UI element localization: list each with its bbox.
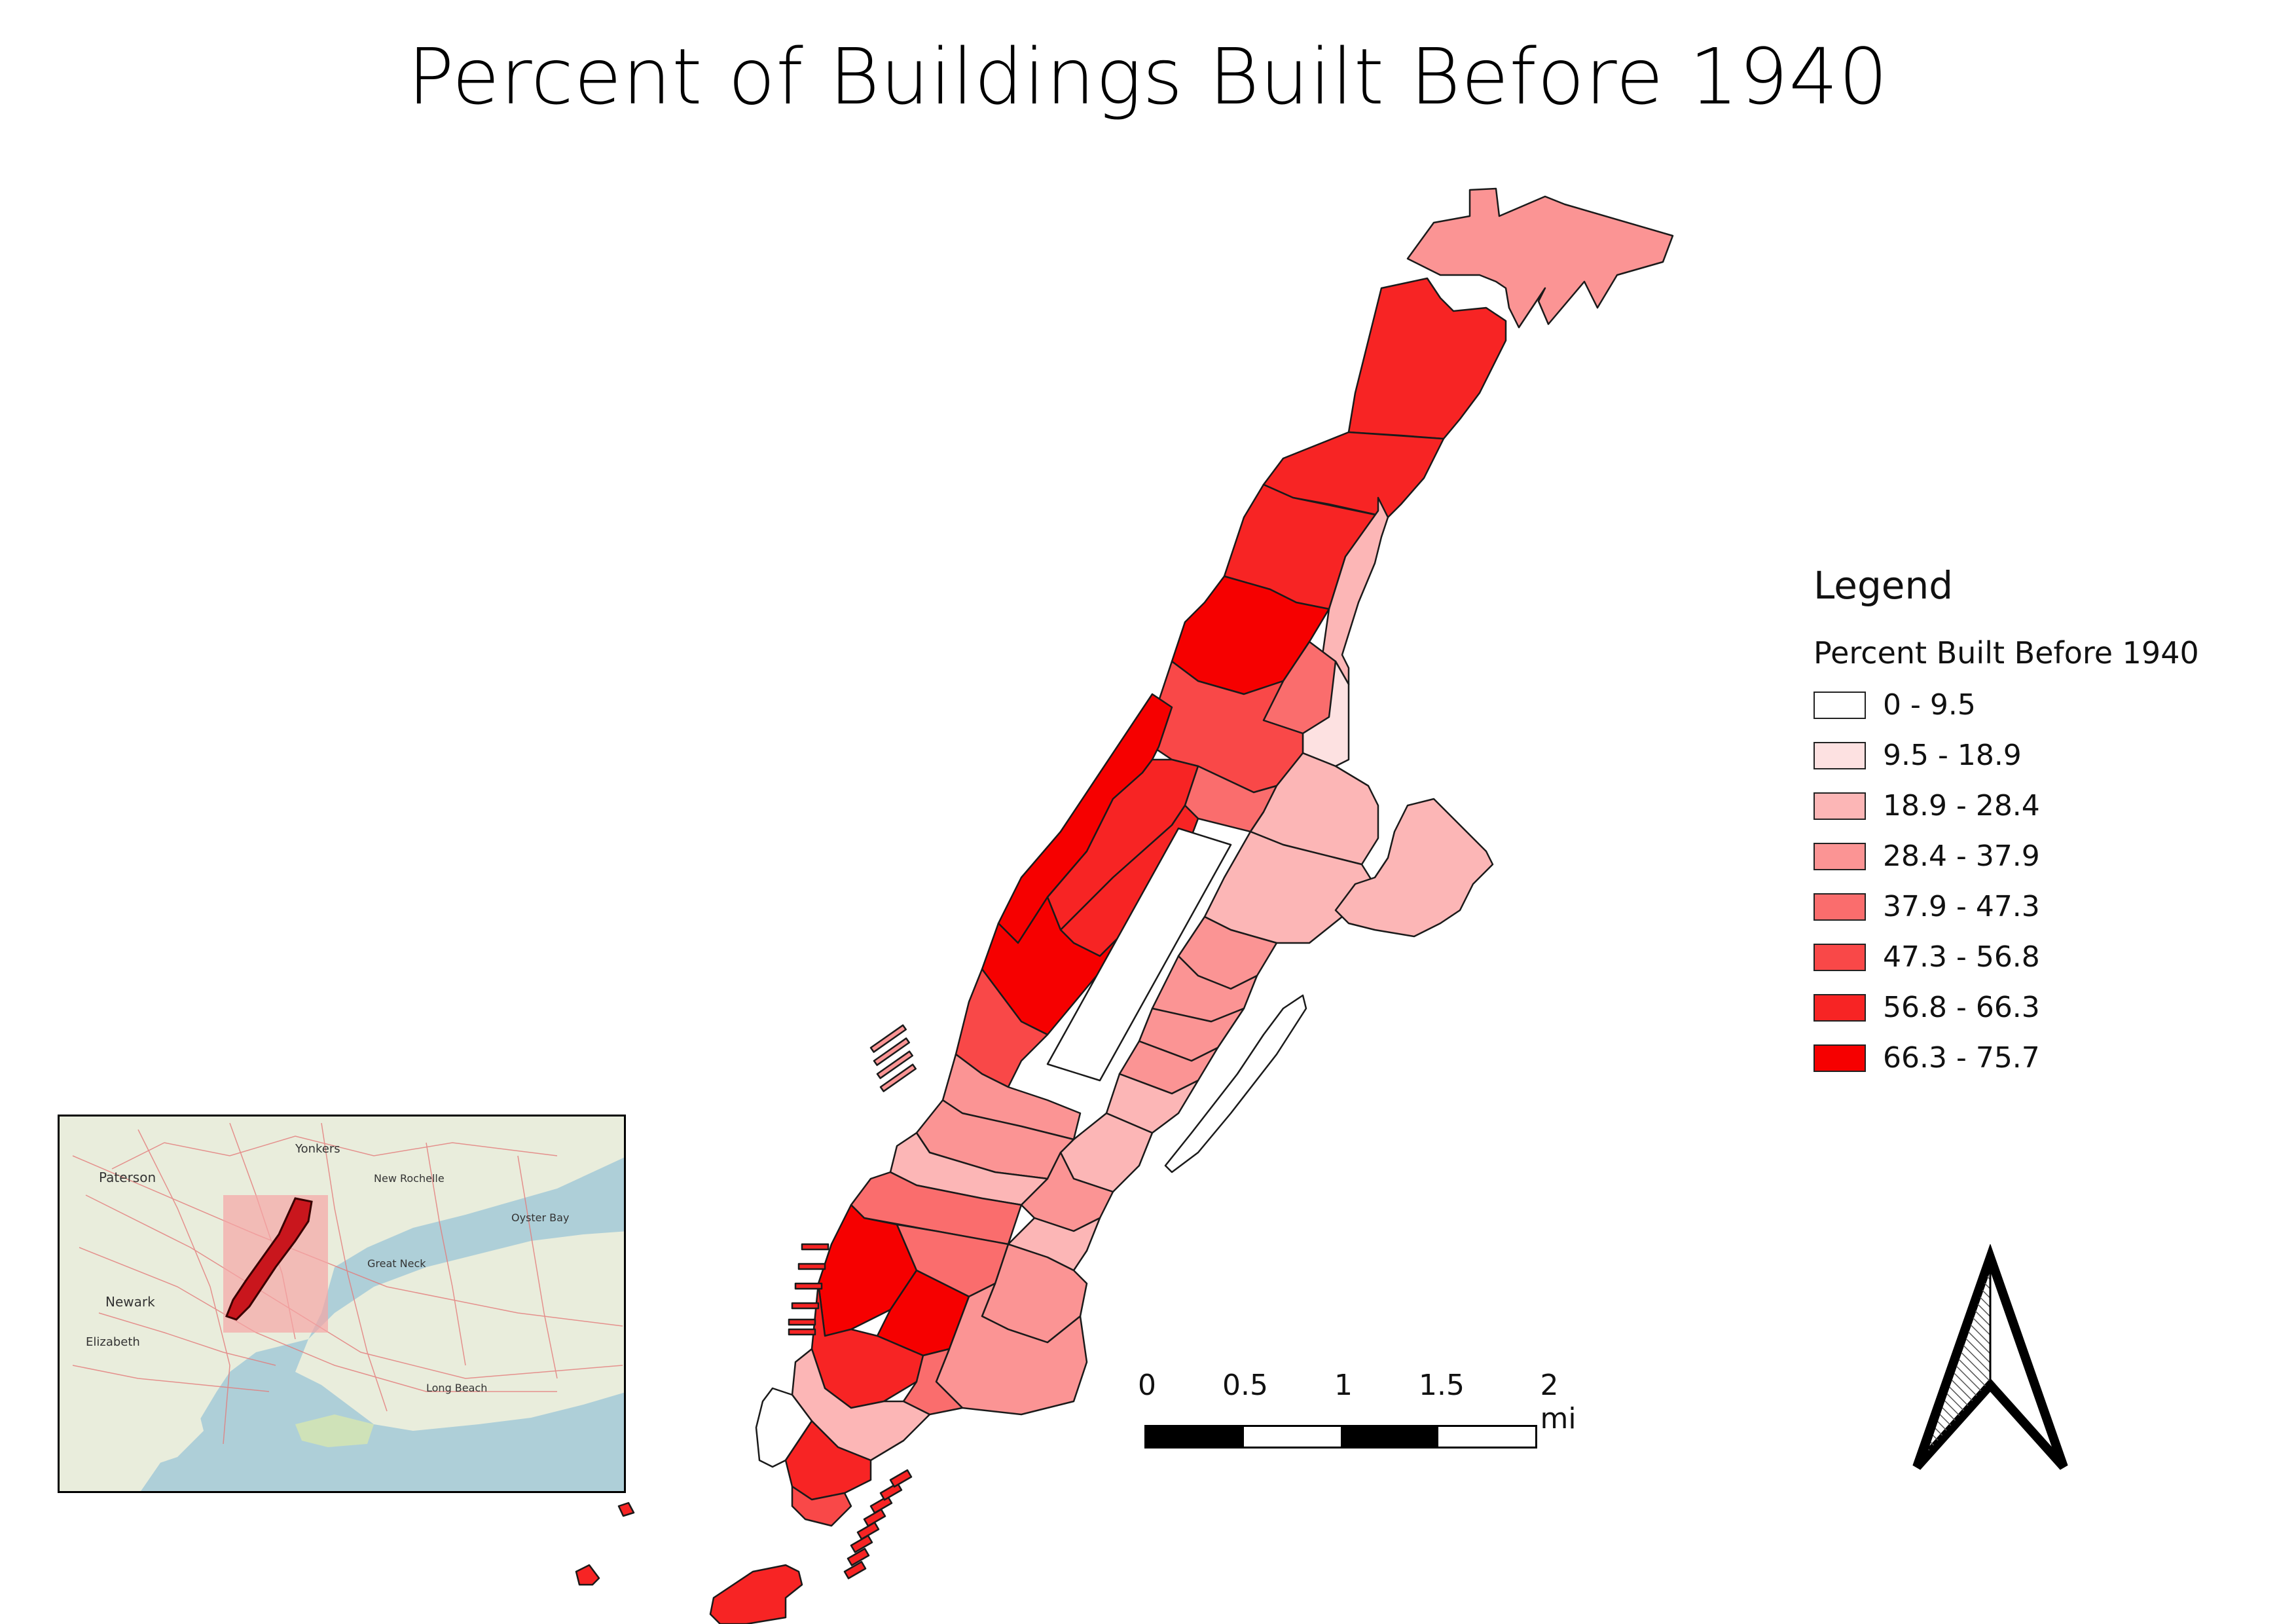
legend-label: 18.9 - 28.4 — [1883, 789, 2040, 822]
scale-tick-label: 0 — [1138, 1369, 1156, 1402]
hudson-piers — [788, 1243, 829, 1336]
inset-svg: Paterson Yonkers Newark Elizabeth New Ro… — [60, 1116, 624, 1491]
district-wash-heights-north[interactable] — [1347, 277, 1507, 440]
lower-east-piers — [843, 1469, 913, 1579]
scale-tick-label: 0.5 — [1222, 1369, 1268, 1402]
legend: Legend Percent Built Before 1940 0 - 9.5… — [1813, 563, 2206, 1083]
legend-items: 0 - 9.5 9.5 - 18.9 18.9 - 28.4 28.4 - 37… — [1813, 680, 2206, 1083]
inset-label-yonkers: Yonkers — [295, 1142, 340, 1156]
inset-land-staten-island — [112, 1392, 204, 1470]
legend-swatch — [1813, 842, 1866, 870]
inset-manhattan — [225, 1197, 313, 1321]
map-title: Percent of Buildings Built Before 1940 — [407, 31, 1889, 122]
legend-label: 56.8 - 66.3 — [1883, 991, 2040, 1024]
legend-label: 9.5 - 18.9 — [1883, 739, 2022, 772]
scale-segment — [1146, 1427, 1244, 1447]
locator-inset-map: Paterson Yonkers Newark Elizabeth New Ro… — [58, 1115, 626, 1493]
inset-label-long-beach: Long Beach — [426, 1382, 487, 1394]
liberty-island[interactable] — [575, 1564, 600, 1586]
legend-item: 28.4 - 37.9 — [1813, 831, 2206, 881]
inset-beach-strip — [295, 1414, 374, 1447]
scale-segment — [1341, 1427, 1438, 1447]
legend-title: Legend — [1813, 563, 1954, 608]
inset-label-great-neck: Great Neck — [367, 1257, 426, 1270]
district-east-harlem-river[interactable] — [1249, 752, 1379, 866]
district-south-ferry[interactable] — [791, 1485, 852, 1527]
legend-swatch — [1813, 792, 1866, 820]
north-arrow-icon — [1912, 1244, 2068, 1470]
randalls-island[interactable] — [1334, 798, 1494, 938]
scale-tick-label: 1.5 — [1419, 1369, 1465, 1402]
legend-label: 37.9 - 47.3 — [1883, 890, 2040, 923]
district-north-tip[interactable] — [1406, 187, 1674, 329]
legend-swatch — [1813, 691, 1866, 719]
legend-item: 9.5 - 18.9 — [1813, 730, 2206, 781]
inset-label-newark: Newark — [105, 1294, 155, 1310]
scale-tick-label: 1 — [1334, 1369, 1353, 1402]
scale-tick-label: 2 mi — [1540, 1369, 1576, 1435]
inset-label-oyster-bay: Oyster Bay — [511, 1211, 569, 1224]
legend-swatch — [1813, 993, 1866, 1022]
legend-swatch — [1813, 1044, 1866, 1072]
west-midtown-piers — [869, 1024, 917, 1092]
scale-track — [1144, 1425, 1537, 1449]
inset-roads — [72, 1122, 623, 1445]
scale-bar: 0 0.5 1 1.5 2 mi — [1138, 1369, 1576, 1460]
district-ues-north[interactable] — [1203, 830, 1379, 944]
legend-label: 66.3 - 75.7 — [1883, 1041, 2040, 1075]
legend-swatch — [1813, 741, 1866, 769]
legend-swatch — [1813, 893, 1866, 921]
district-chinatown[interactable] — [902, 1348, 964, 1416]
legend-item: 66.3 - 75.7 — [1813, 1033, 2206, 1083]
legend-item: 56.8 - 66.3 — [1813, 982, 2206, 1033]
scale-segment — [1243, 1427, 1341, 1447]
inset-label-elizabeth: Elizabeth — [86, 1335, 140, 1349]
legend-item: 47.3 - 56.8 — [1813, 932, 2206, 982]
legend-label: 0 - 9.5 — [1883, 688, 1976, 722]
district-battery[interactable] — [755, 1387, 813, 1468]
governors-island[interactable] — [709, 1564, 803, 1624]
inset-label-paterson: Paterson — [99, 1170, 156, 1185]
legend-swatch — [1813, 943, 1866, 971]
inset-label-new-rochelle: New Rochelle — [374, 1172, 445, 1185]
legend-label: 28.4 - 37.9 — [1883, 840, 2040, 873]
scale-segment — [1438, 1427, 1535, 1447]
legend-item: 37.9 - 47.3 — [1813, 881, 2206, 932]
legend-item: 18.9 - 28.4 — [1813, 781, 2206, 831]
ellis-island[interactable] — [617, 1502, 635, 1517]
legend-item: 0 - 9.5 — [1813, 680, 2206, 730]
legend-label: 47.3 - 56.8 — [1883, 940, 2040, 974]
legend-subtitle: Percent Built Before 1940 — [1813, 635, 2199, 671]
central-park — [1046, 827, 1232, 1082]
roosevelt-island[interactable] — [1164, 994, 1307, 1173]
